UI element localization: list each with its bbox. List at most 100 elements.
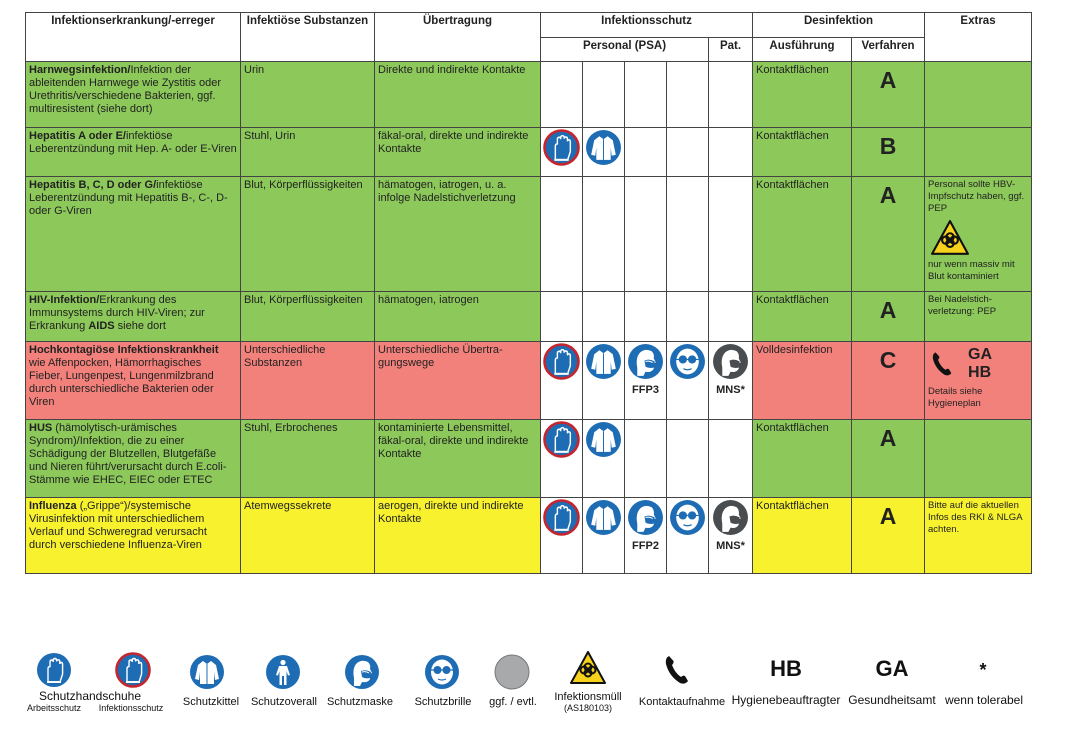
header-row: Infektionserkrankung/-erreger Infektiöse… <box>25 12 1033 62</box>
cell <box>582 341 625 420</box>
header-cell: Pat. <box>708 37 753 62</box>
execution-cell: Kontaktflächen <box>752 61 852 128</box>
substances-cell: Stuhl, Erbrochenes <box>240 419 375 498</box>
substances-cell: Atemwegssekrete <box>240 497 375 574</box>
cell <box>708 291 753 342</box>
disease-cell: HUS (hämolytisch-urämisches Syndrom)/Inf… <box>25 419 241 498</box>
disease-text: Influenza <box>29 500 77 512</box>
legend-glove-work <box>36 652 72 688</box>
mask-icon <box>627 343 664 380</box>
use <box>713 344 748 379</box>
legend-label: Hygienebeauftragter <box>732 693 841 707</box>
disease-cell: Hochkontagiöse Infektionskrankheit wie A… <box>25 341 241 420</box>
disease-text: AIDS <box>88 320 115 332</box>
cell <box>582 61 625 128</box>
header-cell: Verfahren <box>850 37 926 62</box>
legend-glove-infection <box>116 653 150 687</box>
disease-text: Hepatitis B, C, D oder G/ <box>29 179 157 191</box>
legend-label: Schutzkittel <box>183 696 239 708</box>
row: HUS (hämolytisch-urämisches Syndrom)/Inf… <box>25 419 1033 498</box>
gown-icon <box>585 421 622 458</box>
legend-sublabel: (AS180103) <box>564 703 612 713</box>
cell <box>624 127 667 177</box>
procedure: B <box>879 133 897 159</box>
cell: MNS* <box>708 497 753 574</box>
disease-text: Hepatitis A oder E/ <box>29 130 126 142</box>
cell <box>924 127 1033 177</box>
cell <box>582 497 625 574</box>
infection-table: Infektionserkrankung/-erreger Infektiöse… <box>25 12 1033 574</box>
header-cell: Infektionserkrankung/-erreger <box>25 12 241 62</box>
cell <box>666 61 709 128</box>
transmission-cell: hämatogen, iatrogen, u. a. infolge Nadel… <box>374 176 541 292</box>
legend-abbr: GA <box>876 656 909 681</box>
glove-icon <box>543 343 580 380</box>
use <box>713 500 748 535</box>
cell: A <box>850 497 926 574</box>
row: HIV-Infektion/Erkrankung des Immunsystem… <box>25 291 1033 342</box>
execution-cell: Volldesinfektion <box>752 341 852 420</box>
cell <box>666 291 709 342</box>
cell <box>540 419 583 498</box>
cell <box>540 61 583 128</box>
cell <box>924 61 1033 128</box>
disease-text: Hochkontagiöse Infektionskrankheit <box>29 344 219 356</box>
cell <box>540 497 583 574</box>
legend-goggles <box>424 654 460 690</box>
procedure: A <box>879 425 897 451</box>
row: Influenza („Grippe“)/systemische Virusin… <box>25 497 1033 574</box>
cell: A <box>850 291 926 342</box>
transmission-cell: aerogen, direkte und indirekte Kontakte <box>374 497 541 574</box>
cell <box>708 61 753 128</box>
procedure: A <box>879 503 897 529</box>
legend-contact <box>665 656 688 684</box>
glove-icon <box>543 129 580 166</box>
execution-cell: Kontaktflächen <box>752 127 852 177</box>
row: Hepatitis B, C, D oder G/infektiöse Lebe… <box>25 176 1033 292</box>
header-cell: Desinfektion <box>751 12 926 38</box>
legend-label: Schutzhandschuhe <box>39 689 141 703</box>
use <box>585 421 622 458</box>
cell: FFP3 <box>624 341 667 420</box>
cell: MNS* <box>708 341 753 420</box>
patient-icon <box>713 500 748 535</box>
mask-icon <box>627 499 664 536</box>
use <box>544 344 579 379</box>
legend-abbr: * <box>979 660 986 680</box>
transmission-cell: Direkte und indirekte Kontakte <box>374 61 541 128</box>
substances-cell: Blut, Körperflüssigkeiten <box>240 291 375 342</box>
cell: A <box>850 61 926 128</box>
disease-text: HIV-Infektion/ <box>29 294 100 306</box>
cell: Bei Nadelstich-verletzung: PEP <box>924 291 1033 342</box>
cell <box>708 127 753 177</box>
disease-cell: Influenza („Grippe“)/systemische Virusin… <box>25 497 241 574</box>
row: Harnwegsinfektion/Infektion der ableiten… <box>25 61 1033 128</box>
use <box>585 499 622 536</box>
ga-label: GA <box>968 346 993 363</box>
cell <box>624 291 667 342</box>
phone-icon <box>932 352 952 376</box>
disease-text: Infektion der ableitenden Harnwege wie Z… <box>29 64 221 115</box>
patient-icon <box>713 344 748 379</box>
hb-label: HB <box>968 364 992 381</box>
use <box>669 499 706 536</box>
use <box>627 343 664 380</box>
extras-note: nur wenn massiv mit Blut kontaminiert <box>928 259 1015 282</box>
legend-label: Infektionsmüll <box>554 691 621 703</box>
extras-text: Personal sollte HBV-Impfschutz haben, gg… <box>928 179 1025 214</box>
use <box>544 422 579 457</box>
cell <box>666 419 709 498</box>
mask-label: FFP2 <box>632 540 659 552</box>
cell <box>666 176 709 292</box>
cell: B <box>850 127 926 177</box>
legend-gown <box>189 654 225 690</box>
cell <box>666 341 709 420</box>
header-cell: Ausführung <box>752 37 852 62</box>
glove-icon <box>543 499 580 536</box>
use <box>627 499 664 536</box>
procedure: A <box>879 67 897 93</box>
legend-label: Schutzbrille <box>415 696 472 708</box>
header-cell: Infektionsschutz <box>540 12 753 38</box>
